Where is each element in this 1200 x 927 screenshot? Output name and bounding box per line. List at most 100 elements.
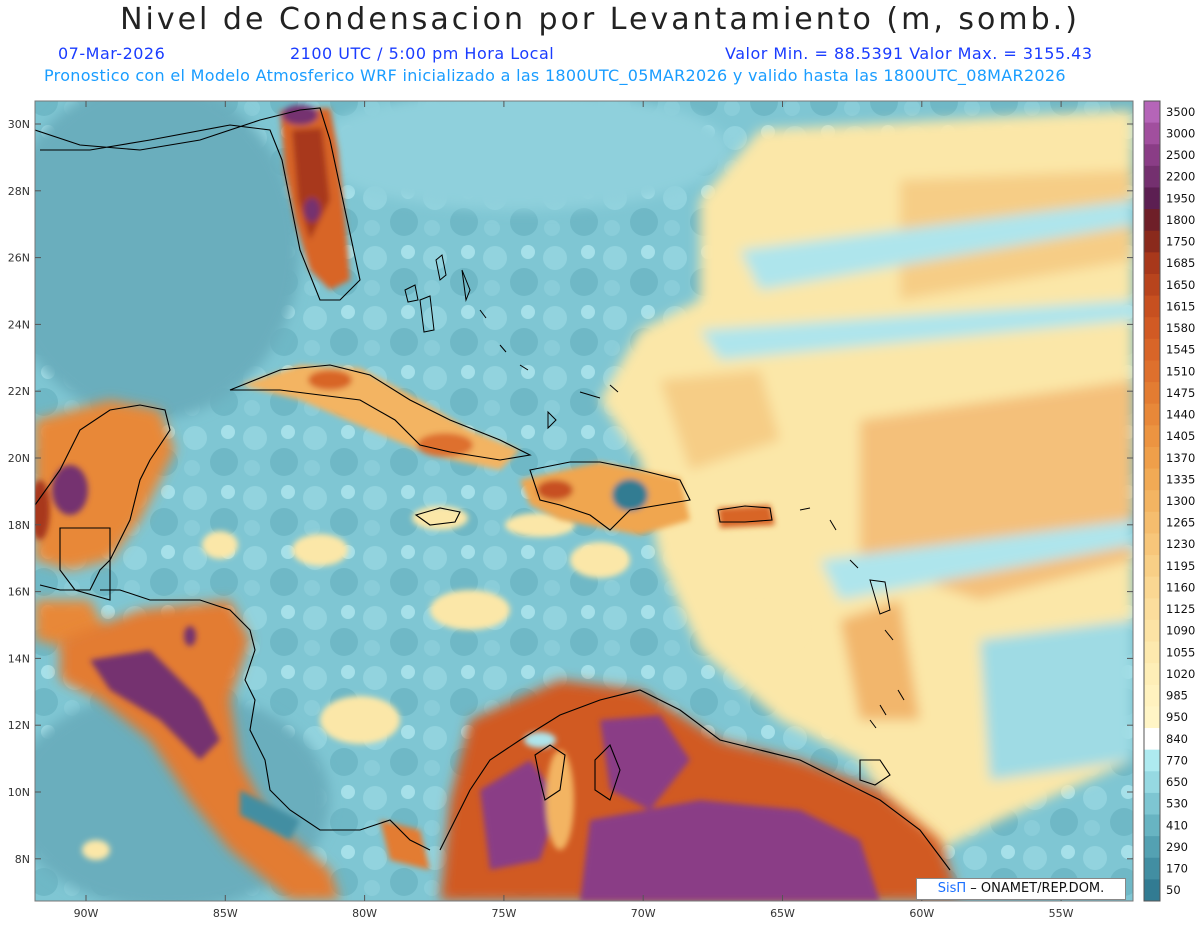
colorbar-swatch — [1144, 641, 1160, 664]
colorbar-label: 1265 — [1166, 516, 1195, 530]
colorbar-swatch — [1144, 728, 1160, 751]
colorbar-swatch — [1144, 706, 1160, 729]
lat-label: 30N — [8, 118, 30, 131]
colorbar-frame — [1143, 100, 1161, 902]
colorbar-swatch — [1144, 144, 1160, 167]
forecast-date: 07-Mar-2026 — [58, 44, 166, 63]
colorbar-label: 2200 — [1166, 170, 1195, 184]
colorbar-swatch — [1144, 836, 1160, 859]
colorbar-label: 1800 — [1166, 213, 1195, 227]
colorbar-label: 1475 — [1166, 386, 1195, 400]
colorbar-swatch — [1144, 879, 1160, 902]
longitude-axis: 90W 85W 80W 75W 70W 65W 60W 55W — [74, 101, 1074, 920]
colorbar-label: 170 — [1166, 862, 1188, 876]
colorbar-swatch — [1144, 101, 1160, 124]
colorbar-swatch — [1144, 663, 1160, 686]
lat-label: 16N — [8, 586, 30, 599]
lon-label: 70W — [631, 907, 656, 920]
colorbar-label: 1090 — [1166, 624, 1195, 638]
lat-label: 12N — [8, 719, 30, 732]
colorbar-label: 1685 — [1166, 256, 1195, 270]
colorbar-label: 410 — [1166, 818, 1188, 832]
colorbar-swatch — [1144, 165, 1160, 188]
colorbar-label: 530 — [1166, 797, 1188, 811]
colorbar-label: 1160 — [1166, 580, 1195, 594]
colorbar-swatch — [1144, 252, 1160, 275]
sispi-logo-text: SisΠ — [937, 881, 967, 896]
lon-label: 75W — [491, 907, 516, 920]
lon-label: 55W — [1049, 907, 1074, 920]
colorbar-swatch — [1144, 317, 1160, 340]
colorbar-label: 50 — [1166, 883, 1181, 897]
colorbar-swatch — [1144, 619, 1160, 643]
colorbar-label: 950 — [1166, 710, 1188, 724]
colorbar-swatch — [1144, 425, 1160, 448]
coastlines — [35, 107, 951, 871]
colorbar-label: 985 — [1166, 689, 1188, 703]
colorbar-swatch — [1144, 598, 1160, 621]
colorbar-label: 1195 — [1166, 559, 1195, 573]
colorbar-swatch — [1144, 814, 1160, 837]
lon-label: 85W — [213, 907, 238, 920]
latitude-axis: 30N 28N 26N 24N 22N 20N 18N 16N 14N 12N 10N 8N — [8, 118, 1133, 866]
lon-label: 90W — [74, 907, 99, 920]
colorbar-swatch — [1144, 187, 1160, 210]
lon-label: 80W — [352, 907, 377, 920]
lat-label: 10N — [8, 786, 30, 799]
colorbar-label: 1615 — [1166, 299, 1195, 313]
colorbar-swatch — [1144, 273, 1160, 297]
colorbar: 3500 3000 2500 2200 1950 1800 1750 1685 1650 1615… — [1143, 100, 1195, 902]
colorbar-swatch — [1144, 230, 1160, 253]
lat-label: 24N — [8, 318, 30, 331]
credit-text: – ONAMET/REP.DOM. — [966, 881, 1105, 896]
lon-label: 65W — [770, 907, 795, 920]
colorbar-label: 1650 — [1166, 278, 1195, 292]
colorbar-label: 1750 — [1166, 235, 1195, 249]
model-note: Pronostico con el Modelo Atmosferico WRF… — [44, 66, 1066, 85]
colorbar-swatch — [1144, 209, 1160, 232]
colorbar-label: 1405 — [1166, 429, 1195, 443]
colorbar-label: 1335 — [1166, 472, 1195, 486]
colorbar-label: 2500 — [1166, 148, 1195, 162]
colorbar-swatch — [1144, 749, 1160, 772]
colorbar-label: 1125 — [1166, 602, 1195, 616]
lat-label: 22N — [8, 385, 30, 398]
colorbar-label: 1440 — [1166, 408, 1195, 422]
colorbar-label: 1545 — [1166, 343, 1195, 357]
colorbar-label: 1580 — [1166, 321, 1195, 335]
colorbar-swatch — [1144, 338, 1160, 361]
colorbar-swatch — [1144, 403, 1160, 426]
colorbar-swatch — [1144, 490, 1160, 513]
colorbar-swatch — [1144, 857, 1160, 880]
lat-label: 18N — [8, 519, 30, 532]
colorbar-swatch — [1144, 771, 1160, 794]
colorbar-swatch — [1144, 792, 1160, 816]
colorbar-swatch — [1144, 511, 1160, 534]
colorbar-label: 650 — [1166, 775, 1188, 789]
colorbar-swatch — [1144, 122, 1160, 145]
colorbar-swatch — [1144, 555, 1160, 578]
lat-label: 8N — [15, 853, 30, 866]
credit-box: SisΠ – ONAMET/REP.DOM. — [916, 878, 1126, 900]
colorbar-swatch — [1144, 533, 1160, 556]
colorbar-swatch — [1144, 360, 1160, 383]
colorbar-swatch — [1144, 684, 1160, 707]
colorbar-label: 1370 — [1166, 451, 1195, 465]
colorbar-label: 840 — [1166, 732, 1188, 746]
colorbar-label: 290 — [1166, 840, 1188, 854]
colorbar-swatch — [1144, 295, 1160, 318]
shaded-field — [35, 101, 1133, 901]
colorbar-swatch — [1144, 382, 1160, 405]
lat-label: 28N — [8, 185, 30, 198]
colorbar-label: 3500 — [1166, 105, 1195, 119]
colorbar-label: 1230 — [1166, 537, 1195, 551]
islands — [404, 254, 905, 729]
colorbar-swatch — [1144, 576, 1160, 599]
value-range: Valor Min. = 88.5391 Valor Max. = 3155.4… — [725, 44, 1093, 63]
colorbar-label: 1510 — [1166, 364, 1195, 378]
lat-label: 26N — [8, 252, 30, 265]
lat-label: 14N — [8, 652, 30, 665]
lon-label: 60W — [909, 907, 934, 920]
lat-label: 20N — [8, 452, 30, 465]
